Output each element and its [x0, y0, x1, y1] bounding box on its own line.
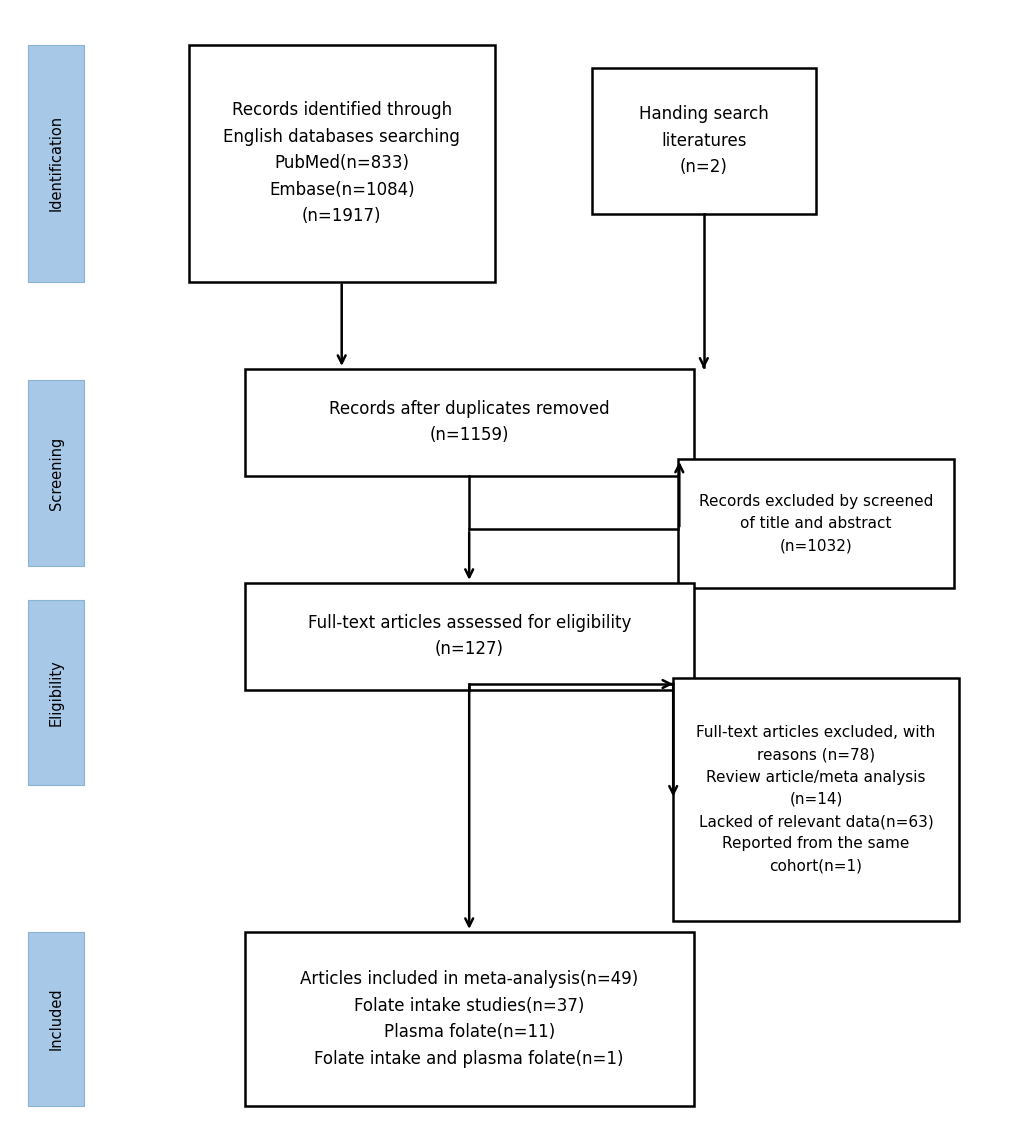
Text: Included: Included	[49, 988, 63, 1051]
Text: Eligibility: Eligibility	[49, 659, 63, 726]
Bar	[29, 45, 85, 282]
Bar	[245, 582, 693, 689]
Text: Records after duplicates removed
(n=1159): Records after duplicates removed (n=1159…	[328, 400, 609, 445]
Text: Handing search
literatures
(n=2): Handing search literatures (n=2)	[638, 106, 768, 176]
Text: Screening: Screening	[49, 436, 63, 510]
Bar	[245, 369, 693, 475]
Text: Articles included in meta-analysis(n=49)
Folate intake studies(n=37)
Plasma fola: Articles included in meta-analysis(n=49)…	[300, 971, 638, 1067]
Bar	[29, 932, 85, 1106]
Text: Full-text articles assessed for eligibility
(n=127): Full-text articles assessed for eligibil…	[307, 614, 631, 659]
Text: Identification: Identification	[49, 115, 63, 212]
Bar	[678, 458, 953, 588]
Text: Full-text articles excluded, with
reasons (n=78)
Review article/meta analysis
(n: Full-text articles excluded, with reason…	[696, 725, 934, 874]
Bar	[245, 932, 693, 1106]
Bar	[591, 68, 815, 214]
Bar	[29, 379, 85, 565]
Text: Records excluded by screened
of title and abstract
(n=1032): Records excluded by screened of title an…	[698, 494, 932, 553]
Text: Records identified through
English databases searching
PubMed(n=833)
Embase(n=10: Records identified through English datab…	[223, 101, 460, 225]
Bar	[189, 45, 494, 282]
Bar	[673, 678, 958, 921]
Bar	[29, 599, 85, 786]
